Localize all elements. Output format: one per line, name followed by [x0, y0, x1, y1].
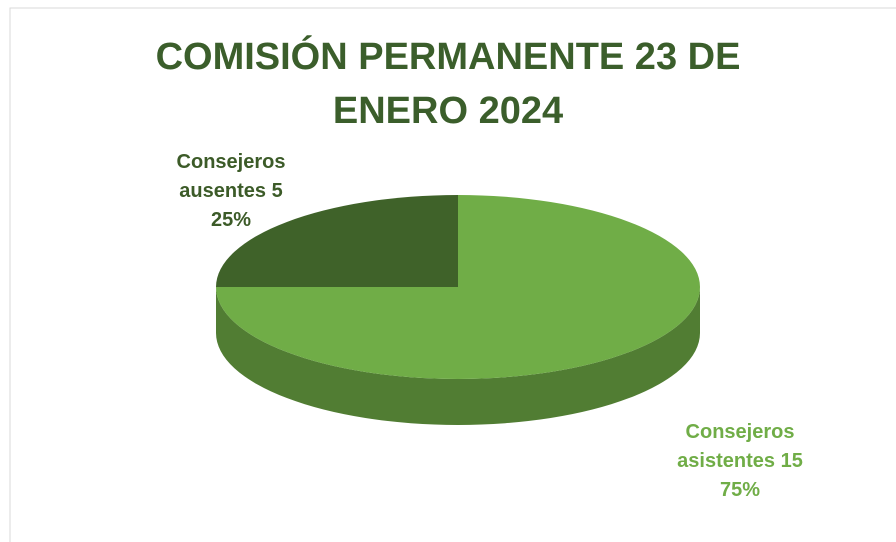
label-percent: 75%	[719, 479, 761, 501]
label-name: Consejeros asistentes	[677, 421, 795, 472]
chart-frame	[9, 7, 896, 542]
label-name: Consejeros ausentes	[176, 151, 286, 202]
data-label: Consejeros ausentes 5 25%	[146, 148, 316, 235]
label-value: 15	[780, 450, 803, 472]
data-label: Consejeros asistentes 15 75%	[655, 418, 825, 505]
pie-slice	[216, 195, 458, 287]
pie-slice-side	[216, 287, 700, 425]
label-value: 5	[271, 180, 283, 202]
chart-title: COMISIÓN PERMANENTE 23 DE ENERO 2024	[155, 36, 741, 132]
label-percent: 25%	[210, 209, 252, 231]
